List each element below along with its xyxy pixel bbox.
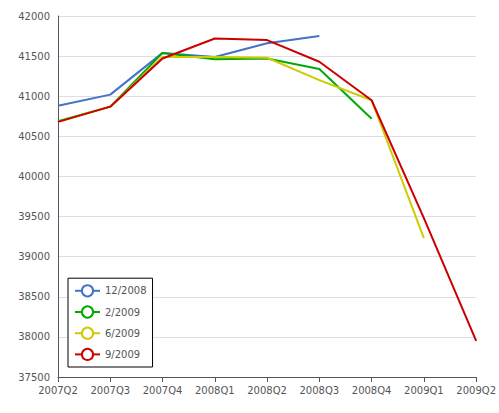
svg-text:39500: 39500 [18, 211, 50, 222]
svg-text:6/2009: 6/2009 [105, 328, 140, 339]
svg-text:38000: 38000 [18, 331, 50, 342]
svg-text:2007Q4: 2007Q4 [143, 385, 183, 396]
svg-text:2007Q3: 2007Q3 [90, 385, 130, 396]
svg-text:37500: 37500 [18, 372, 50, 383]
svg-text:2008Q3: 2008Q3 [300, 385, 340, 396]
svg-text:2008Q1: 2008Q1 [195, 385, 235, 396]
svg-text:38500: 38500 [18, 291, 50, 302]
svg-text:2007Q2: 2007Q2 [38, 385, 78, 396]
svg-text:2008Q2: 2008Q2 [247, 385, 287, 396]
svg-text:12/2008: 12/2008 [105, 285, 147, 296]
svg-text:2009Q2: 2009Q2 [456, 385, 496, 396]
svg-text:39000: 39000 [18, 251, 50, 262]
svg-text:42000: 42000 [18, 11, 50, 22]
svg-text:9/2009: 9/2009 [105, 349, 140, 360]
svg-text:41500: 41500 [18, 51, 50, 62]
svg-text:2009Q1: 2009Q1 [404, 385, 444, 396]
svg-text:41000: 41000 [18, 91, 50, 102]
svg-text:40500: 40500 [18, 131, 50, 142]
svg-text:40000: 40000 [18, 171, 50, 182]
svg-text:2/2009: 2/2009 [105, 307, 140, 318]
svg-text:2008Q4: 2008Q4 [352, 385, 392, 396]
